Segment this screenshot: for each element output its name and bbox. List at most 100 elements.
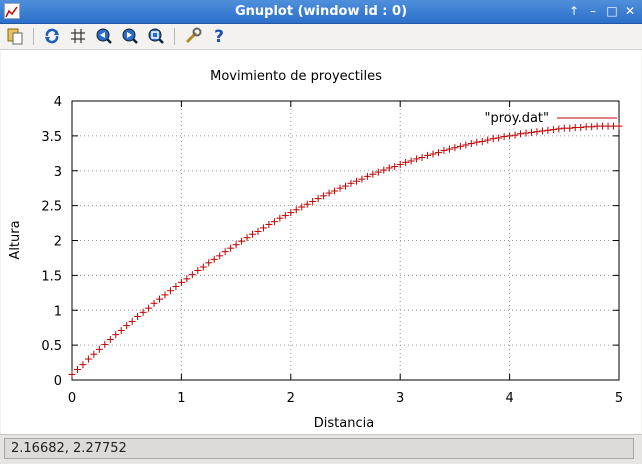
data-point (374, 168, 382, 176)
data-point (287, 209, 295, 217)
data-point (527, 128, 535, 136)
data-point (577, 124, 585, 132)
chart-svg: 0 1 2 3 4 5 0 0.5 1 1.5 2 2.5 3 3.5 4 Movimiento de pr… (8, 69, 623, 431)
data-point (500, 133, 508, 141)
minimize-icon[interactable]: – (590, 4, 596, 18)
data-point (259, 224, 267, 232)
data-point (462, 141, 470, 149)
x-tick-label: 1 (177, 391, 185, 406)
data-point (434, 149, 442, 157)
data-point (156, 295, 164, 303)
data-point (194, 266, 202, 274)
data-point (139, 308, 147, 316)
grid-icon[interactable] (68, 27, 88, 47)
data-point (544, 126, 552, 134)
y-tick-label: 1 (54, 304, 62, 319)
data-point (538, 127, 546, 135)
previous-zoom-icon[interactable] (94, 27, 114, 47)
x-tick-label: 2 (287, 391, 295, 406)
data-point (101, 340, 109, 348)
data-point (456, 142, 464, 150)
data-point (506, 132, 514, 140)
y-tick-label: 3.5 (41, 130, 62, 145)
next-zoom-icon[interactable] (120, 27, 140, 47)
data-point (309, 197, 317, 205)
help-icon[interactable]: ? (214, 27, 224, 47)
data-point (238, 237, 246, 245)
data-point (281, 211, 289, 219)
data-point (227, 244, 235, 252)
autoscale-icon[interactable] (146, 27, 166, 47)
data-point (145, 304, 153, 312)
data-point (440, 147, 448, 155)
data-point (363, 172, 371, 180)
data-point (473, 138, 481, 146)
data-point (172, 283, 180, 291)
data-point (292, 206, 300, 214)
data-point (79, 361, 87, 369)
data-point (210, 255, 218, 263)
data-point (166, 287, 174, 295)
y-tick-label: 0.5 (41, 339, 62, 354)
legend-label: "proy.dat" (484, 111, 549, 126)
data-point (205, 259, 213, 267)
data-point (522, 129, 530, 137)
data-point (254, 227, 262, 235)
y-tick-label: 1.5 (41, 269, 62, 284)
data-point (68, 370, 76, 378)
data-point (177, 278, 185, 286)
data-point (549, 126, 557, 134)
data-point (533, 128, 541, 136)
data-point (369, 170, 377, 178)
data-point (407, 157, 415, 165)
data-point (150, 299, 158, 307)
data-point (73, 366, 81, 374)
toolbar: ? (0, 24, 642, 50)
data-point (445, 145, 453, 153)
maximize-icon[interactable]: □ (606, 4, 618, 18)
data-point (325, 189, 333, 197)
data-point (265, 220, 273, 228)
data-point (418, 153, 426, 161)
data-point (478, 137, 486, 145)
x-tick-label: 3 (396, 391, 404, 406)
data-point (385, 164, 393, 172)
data-point (232, 241, 240, 249)
data-point (117, 326, 125, 334)
data-point (402, 158, 410, 166)
data-point (342, 182, 349, 190)
plot-area[interactable]: 0 1 2 3 4 5 0 0.5 1 1.5 2 2.5 3 3.5 4 Movimiento de pr… (1, 50, 641, 434)
data-point (413, 155, 421, 163)
data-point (298, 203, 306, 211)
legend: "proy.dat" (484, 111, 617, 126)
data-point (511, 131, 519, 139)
data-point (123, 322, 131, 330)
data-point (358, 175, 366, 183)
data-point (183, 275, 191, 283)
y-axis-label: Altura (8, 220, 23, 259)
copy-to-clipboard-icon[interactable] (5, 27, 25, 47)
keep-above-icon[interactable]: ↑ (568, 4, 580, 18)
title-bar: Gnuplot (window id : 0) ↑ – □ ✕ (0, 0, 642, 24)
data-point (331, 187, 339, 195)
close-icon[interactable]: ✕ (624, 4, 636, 18)
data-point (380, 166, 388, 174)
data-point (249, 230, 257, 238)
toolbar-separator (33, 28, 34, 45)
replot-icon[interactable] (42, 27, 62, 47)
options-icon[interactable] (183, 27, 203, 47)
data-point (495, 134, 503, 142)
data-point (216, 252, 224, 260)
data-point (352, 177, 360, 185)
data-point (243, 234, 251, 242)
data-point (320, 192, 328, 200)
chart-title: Movimiento de proyectiles (210, 69, 382, 84)
data-point (484, 136, 492, 144)
x-tick-label: 5 (615, 391, 623, 406)
data-point (134, 313, 142, 321)
y-tick-label: 4 (54, 95, 62, 110)
data-point (95, 345, 103, 353)
data-point (303, 200, 311, 208)
cursor-coordinates: 2.16682, 2.27752 (4, 438, 634, 459)
